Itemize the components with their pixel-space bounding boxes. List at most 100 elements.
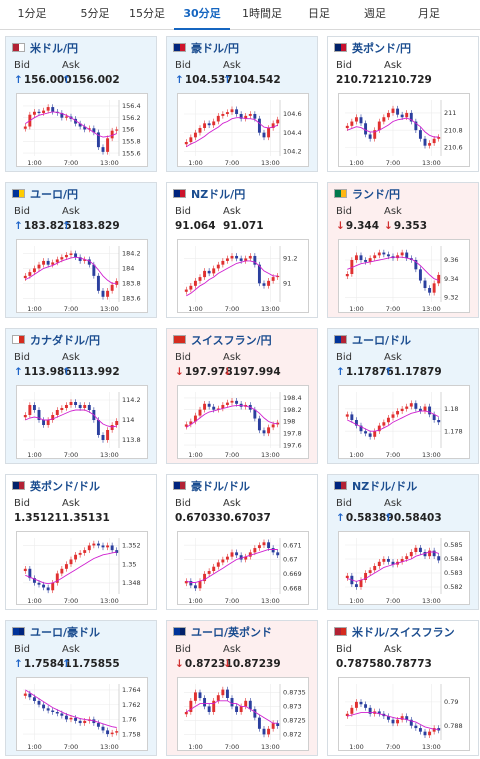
price-chart[interactable]: 104.6 104.4 104.2 1:00 7:00 13:00 bbox=[177, 93, 309, 167]
candle-body bbox=[364, 123, 368, 135]
price-chart[interactable]: 198.4 198.2 198 197.8 197.6 1:00 7:00 13:00 bbox=[177, 385, 309, 459]
currency-card[interactable]: NZドル/ドル Bid Ask ↑0.58389 ↑0.58403 0.585 0.584 0… bbox=[327, 474, 479, 610]
x-tick-label: 7:00 bbox=[64, 159, 79, 167]
currency-card[interactable]: ユーロ/円 Bid Ask ↑183.825 ↑183.829 184.2 184 183.8… bbox=[5, 182, 157, 318]
pair-name-link[interactable]: 米ドル/スイスフラン bbox=[352, 626, 455, 639]
price-chart[interactable]: 114.2 114 113.8 1:00 7:00 13:00 bbox=[16, 385, 148, 459]
currency-card[interactable]: NZドル/円 Bid Ask 91.064 91.071 91.2 91 1:00 7:00 13… bbox=[166, 182, 318, 318]
tab-30分足[interactable]: 30分足 bbox=[174, 0, 230, 30]
price-chart[interactable]: 1.764 1.762 1.76 1.758 1:00 7:00 13:00 bbox=[16, 677, 148, 751]
y-tick-label: 184.2 bbox=[122, 250, 141, 258]
price-chart[interactable]: 91.2 91 1:00 7:00 13:00 bbox=[177, 239, 309, 313]
tab-15分足[interactable]: 15分足 bbox=[129, 7, 165, 20]
price-chart[interactable]: 0.79 0.788 1:00 7:00 13:00 bbox=[338, 677, 470, 751]
candle-body bbox=[418, 408, 422, 412]
currency-card[interactable]: 米ドル/スイスフラン Bid Ask 0.78758 0.78773 0.79 0.788 1… bbox=[327, 620, 479, 756]
pair-name-link[interactable]: スイスフラン/円 bbox=[191, 334, 272, 347]
candle-body bbox=[257, 418, 261, 431]
pair-name-link[interactable]: NZドル/円 bbox=[191, 188, 246, 201]
tab-1時間足[interactable]: 1時間足 bbox=[242, 7, 282, 20]
price-chart[interactable]: 1.352 1.35 1.348 1:00 7:00 13:00 bbox=[16, 531, 148, 605]
candle-body bbox=[405, 556, 409, 559]
candle-body bbox=[55, 410, 59, 415]
price-chart[interactable]: 156.4 156.2 156 155.8 155.6 1:00 7:00 13:00 bbox=[16, 93, 148, 167]
candle-body bbox=[23, 275, 27, 279]
pair-name-link[interactable]: NZドル/ドル bbox=[352, 480, 418, 493]
price-chart[interactable]: 0.8735 0.873 0.8725 0.872 1:00 7:00 13:00 bbox=[177, 677, 309, 751]
pair-name-link[interactable]: 米ドル/円 bbox=[30, 42, 79, 55]
tab-5分足[interactable]: 5分足 bbox=[80, 7, 110, 20]
chart-svg: 1.352 1.35 1.348 1:00 7:00 13:00 bbox=[23, 538, 141, 605]
ask-value: ↑183.829 bbox=[62, 220, 120, 232]
currency-card[interactable]: ユーロ/ドル Bid Ask ↑1.17876 ↑1.17879 1.18 1.178 1:0… bbox=[327, 328, 479, 464]
candle-body bbox=[198, 277, 202, 281]
y-tick-label: 1.762 bbox=[122, 701, 141, 709]
x-tick-label: 1:00 bbox=[27, 305, 42, 313]
ask-price: 1.17879 bbox=[393, 366, 442, 378]
candle-body bbox=[437, 728, 441, 731]
candle-body bbox=[428, 406, 432, 415]
currency-card[interactable]: ユーロ/豪ドル Bid Ask ↑1.75841 ↑1.75855 1.764 1.762 1… bbox=[5, 620, 157, 756]
currency-card[interactable]: 豪ドル/円 Bid Ask ↑104.537 ↑104.542 104.6 104.4 104… bbox=[166, 36, 318, 172]
price-chart[interactable]: 211 210.8 210.6 1:00 7:00 13:00 bbox=[338, 93, 470, 167]
moving-average-line bbox=[186, 117, 278, 148]
currency-card[interactable]: ユーロ/英ポンド Bid Ask ↓0.87231 ↓0.87239 0.8735 0.87… bbox=[166, 620, 318, 756]
bid-value: 91.064 bbox=[175, 220, 216, 232]
candle-body bbox=[428, 143, 432, 146]
pair-name-link[interactable]: ユーロ/英ポンド bbox=[191, 626, 273, 639]
tab-月足[interactable]: 月足 bbox=[418, 7, 440, 20]
candle-body bbox=[423, 731, 427, 736]
candle-body bbox=[276, 552, 280, 556]
y-tick-label: 197.8 bbox=[283, 429, 302, 437]
bid-value: ↑113.986 bbox=[14, 366, 72, 378]
tab-日足[interactable]: 日足 bbox=[308, 7, 330, 20]
pair-name-link[interactable]: ユーロ/円 bbox=[30, 188, 79, 201]
tab-週足[interactable]: 週足 bbox=[364, 7, 386, 20]
pair-name-link[interactable]: ランド/円 bbox=[352, 188, 401, 201]
pair-name-link[interactable]: ユーロ/豪ドル bbox=[30, 626, 101, 639]
candle-body bbox=[405, 716, 409, 720]
pair-name-link[interactable]: ユーロ/ドル bbox=[352, 334, 412, 347]
currency-card[interactable]: 豪ドル/ドル Bid Ask 0.67033 0.67037 0.671 0.67 0.669… bbox=[166, 474, 318, 610]
currency-card[interactable]: ランド/円 Bid Ask ↓9.344 ↓9.353 9.36 9.34 9.32 1:00 7… bbox=[327, 182, 479, 318]
candle-body bbox=[225, 556, 229, 560]
moving-average-line bbox=[25, 111, 117, 138]
x-tick-label: 1:00 bbox=[188, 743, 203, 751]
price-chart[interactable]: 0.671 0.67 0.669 0.668 1:00 7:00 13:00 bbox=[177, 531, 309, 605]
ask-price: 0.78773 bbox=[384, 658, 432, 670]
tab-1分足[interactable]: 1分足 bbox=[17, 7, 47, 20]
pair-name-link[interactable]: 英ポンド/ドル bbox=[30, 480, 101, 493]
candle-body bbox=[221, 114, 225, 116]
candle-body bbox=[184, 142, 188, 145]
price-chart[interactable]: 1.18 1.178 1:00 7:00 13:00 bbox=[338, 385, 470, 459]
pair-name-link[interactable]: 豪ドル/円 bbox=[191, 42, 240, 55]
currency-card[interactable]: スイスフラン/円 Bid Ask ↓197.978 ↓197.994 198.4 198.2… bbox=[166, 328, 318, 464]
currency-card[interactable]: 米ドル/円 Bid Ask ↑156.000 ↑156.002 156.4 156.2 156… bbox=[5, 36, 157, 172]
currency-card[interactable]: 英ポンド/円 Bid Ask 210.721 210.729 211 210.8 210.6 1… bbox=[327, 36, 479, 172]
currency-card[interactable]: カナダドル/円 Bid Ask ↑113.986 ↑113.992 114.2 114 113… bbox=[5, 328, 157, 464]
candle-body bbox=[42, 584, 46, 588]
chart-svg: 1.764 1.762 1.76 1.758 1:00 7:00 13:00 bbox=[23, 684, 141, 751]
candle-body bbox=[110, 425, 114, 430]
price-chart[interactable]: 0.585 0.584 0.583 0.582 1:00 7:00 13:00 bbox=[338, 531, 470, 605]
arrow-up-icon: ↑ bbox=[14, 658, 23, 670]
arrow-down-icon: ↓ bbox=[223, 366, 232, 378]
pair-name-link[interactable]: 豪ドル/ドル bbox=[191, 480, 251, 493]
candle-body bbox=[96, 275, 100, 291]
pair-name-link[interactable]: カナダドル/円 bbox=[30, 334, 101, 347]
candle-body bbox=[354, 701, 358, 708]
candle-body bbox=[184, 581, 188, 584]
chart-svg: 91.2 91 1:00 7:00 13:00 bbox=[184, 246, 297, 313]
bid-price: 1.17876 bbox=[345, 366, 394, 378]
chart-svg: 104.6 104.4 104.2 1:00 7:00 13:00 bbox=[184, 100, 302, 167]
y-tick-label: 0.8725 bbox=[283, 717, 306, 725]
price-chart[interactable]: 184.2 184 183.8 183.6 1:00 7:00 13:00 bbox=[16, 239, 148, 313]
candle-body bbox=[23, 126, 27, 129]
currency-card[interactable]: 英ポンド/ドル Bid Ask 1.35121 1.35131 1.352 1.35 1.34… bbox=[5, 474, 157, 610]
ask-label: Ask bbox=[384, 206, 402, 217]
ask-price: 183.829 bbox=[71, 220, 120, 232]
price-chart[interactable]: 9.36 9.34 9.32 1:00 7:00 13:00 bbox=[338, 239, 470, 313]
pair-name-link[interactable]: 英ポンド/円 bbox=[352, 42, 412, 55]
candle-body bbox=[28, 272, 32, 276]
flag-icon bbox=[334, 627, 347, 636]
